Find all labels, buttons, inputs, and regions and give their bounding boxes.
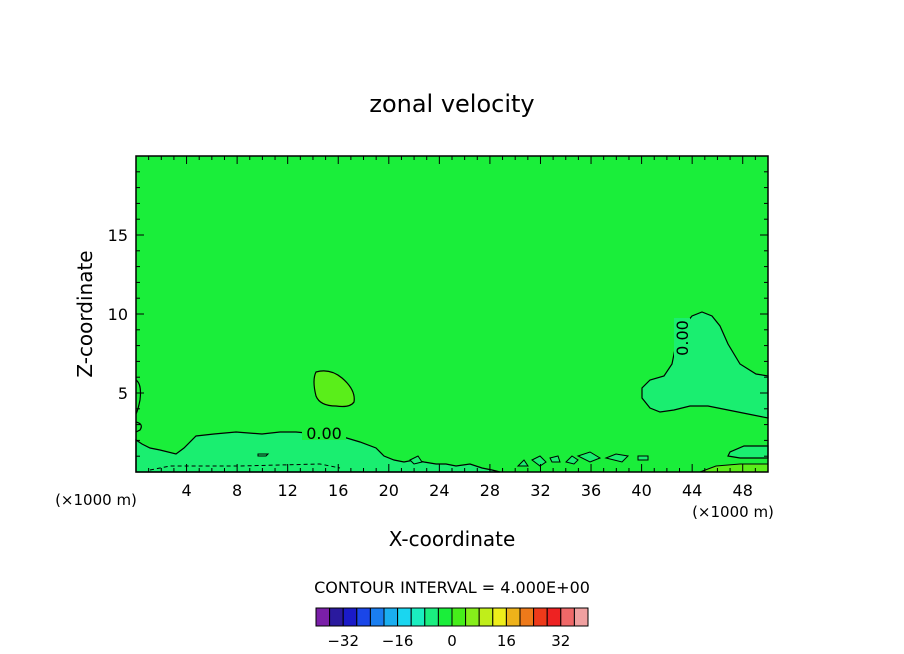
colorbar-swatch	[315, 607, 331, 627]
colorbar-swatch	[383, 607, 399, 627]
contour-dashed	[149, 463, 341, 471]
colorbar-swatch	[356, 607, 371, 627]
colorbar-swatch	[573, 607, 589, 627]
colorbar-tick-label: 0	[447, 632, 457, 650]
plot-area: 0.00 0.00	[135, 155, 769, 473]
colorbar-swatch	[560, 607, 575, 627]
x-tick-label: 24	[429, 481, 449, 500]
colorbar-swatch	[369, 607, 385, 627]
colorbar-swatch	[465, 607, 480, 627]
x-tick-label: 32	[530, 481, 550, 500]
colorbar-labels: −32 −16 0 16 32	[327, 632, 570, 650]
colorbar-swatch	[478, 607, 494, 627]
colorbar-swatch	[329, 607, 344, 627]
colorbar-swatch	[546, 607, 562, 627]
x-tick-label: 44	[682, 481, 702, 500]
y-tick-label: 15	[108, 226, 128, 245]
x-tick-label: 20	[379, 481, 399, 500]
colorbar-swatch	[533, 607, 548, 627]
field-background	[136, 156, 768, 472]
colorbar-swatch	[410, 607, 426, 627]
colorbar-swatch	[342, 607, 358, 627]
contour-west-edge	[135, 379, 142, 415]
region-negative-east	[641, 311, 769, 419]
colorbar-swatch	[519, 607, 535, 627]
x-axis-label: X-coordinate	[389, 527, 516, 551]
colorbar-swatch	[492, 607, 507, 627]
y-tick-label: 10	[108, 305, 128, 324]
colorbar-tick-label: −16	[382, 632, 414, 650]
colorbar-swatch	[437, 607, 453, 627]
x-tick-label: 48	[733, 481, 753, 500]
x-tick-label: 36	[581, 481, 601, 500]
colorbar	[315, 607, 589, 627]
x-tick-label: 8	[232, 481, 242, 500]
y-axis-ticks: 5 10 15	[108, 171, 768, 457]
contour-label-east-bg	[674, 318, 690, 358]
region-positive-blob	[313, 370, 355, 408]
colorbar-swatch	[451, 607, 467, 627]
y-axis-label: Z-coordinate	[73, 250, 97, 377]
colorbar-tick-label: 16	[497, 632, 516, 650]
colorbar-swatch	[397, 607, 412, 627]
chart-title: zonal velocity	[369, 90, 534, 118]
x-unit-left: (×1000 m)	[55, 491, 137, 509]
x-tick-label: 16	[328, 481, 348, 500]
contour-interval-text: CONTOUR INTERVAL = 4.000E+00	[314, 578, 590, 597]
colorbar-swatch	[424, 607, 439, 627]
surface-features	[257, 451, 649, 467]
x-tick-label: 4	[181, 481, 191, 500]
contour-west-edge-2	[135, 421, 142, 433]
x-unit-right: (×1000 m)	[692, 503, 774, 521]
x-axis-ticks: 4 8 12 16 20 24 28 32 36 40 44 48	[148, 156, 756, 500]
contour-label-bg	[302, 424, 346, 440]
colorbar-tick-label: −32	[327, 632, 359, 650]
x-tick-label: 12	[278, 481, 298, 500]
region-negative-west	[135, 431, 501, 473]
contour-label-mid: 0.00	[306, 424, 342, 443]
x-tick-label: 40	[631, 481, 651, 500]
y-tick-label: 5	[118, 384, 128, 403]
contour-label-east: 0.00	[673, 320, 692, 356]
colorbar-swatch	[505, 607, 521, 627]
colorbar-tick-label: 32	[551, 632, 570, 650]
x-tick-label: 28	[480, 481, 500, 500]
